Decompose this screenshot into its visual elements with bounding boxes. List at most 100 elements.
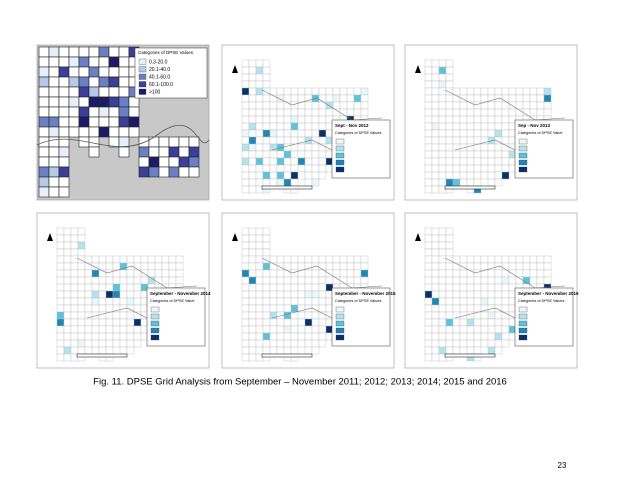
grid-cell (262, 346, 271, 355)
grid-cell (241, 136, 250, 145)
grid-cell (98, 318, 107, 327)
grid-cell (438, 241, 447, 250)
grid-cell (262, 283, 271, 292)
grid-cell (276, 332, 285, 341)
grid-cell (438, 262, 447, 271)
grid-cell (276, 269, 285, 278)
grid-cell (466, 87, 475, 96)
grid-cell (431, 241, 440, 250)
grid-cell (508, 255, 517, 264)
north-arrow (415, 233, 421, 241)
grid-cell (431, 269, 440, 278)
grid-cell (318, 297, 327, 306)
grid-cell (63, 276, 72, 285)
grid-cell (248, 241, 257, 250)
grid-cell (255, 325, 264, 334)
grid-cell (304, 108, 313, 117)
grid-cell (318, 129, 327, 138)
grid-cell (255, 122, 264, 131)
grid-cell (452, 150, 461, 159)
scale-bar (76, 353, 128, 358)
grid-cell (480, 297, 489, 306)
grid-cell (431, 304, 440, 313)
grid-cell (438, 101, 447, 110)
grid-cell (105, 290, 114, 299)
grid-cell (133, 332, 142, 341)
grid-cell (297, 262, 306, 271)
grid-cell (480, 339, 489, 348)
grid-cell (459, 164, 468, 173)
grid-cell (262, 269, 271, 278)
grid-cell (304, 122, 313, 131)
grid-cell (318, 157, 327, 166)
grid-cell (466, 136, 475, 145)
grid-cell (241, 234, 250, 243)
grid-cell (438, 276, 447, 285)
grid-cell (70, 283, 79, 292)
grid-cell (56, 241, 65, 250)
grid-cell (304, 276, 313, 285)
grid-cell (431, 178, 440, 187)
grid-cell (105, 339, 114, 348)
grid-cell (98, 304, 107, 313)
grid-cell (459, 255, 468, 264)
grid-cell (38, 166, 50, 178)
grid-cell (283, 339, 292, 348)
grid-cell (77, 339, 86, 348)
grid-cell (241, 108, 250, 117)
grid-cell (108, 126, 120, 138)
grid-cell (248, 66, 257, 75)
grid-cell (119, 332, 128, 341)
grid-cell (480, 87, 489, 96)
grid-cell (255, 248, 264, 257)
grid-cell (283, 164, 292, 173)
grid-cell (311, 311, 320, 320)
grid-cell (424, 94, 433, 103)
grid-cell (84, 290, 93, 299)
grid-cell (494, 143, 503, 152)
grid-cell (438, 283, 447, 292)
grid-cell (255, 101, 264, 110)
grid-cell (168, 255, 177, 264)
grid-cell (311, 122, 320, 131)
grid-cell (494, 122, 503, 131)
grid-cell (112, 311, 121, 320)
grid-cell (241, 353, 250, 362)
grid-cell (255, 304, 264, 313)
grid-cell (188, 146, 200, 158)
legend-box (134, 47, 208, 99)
grid-cell (501, 108, 510, 117)
grid-cell (501, 164, 510, 173)
grid-cell (487, 276, 496, 285)
map-title: September - November 2016 (518, 291, 579, 296)
grid-cell (445, 290, 454, 299)
grid-cell (70, 325, 79, 334)
grid-cell (38, 76, 50, 88)
grid-cell (494, 290, 503, 299)
grid-cell (38, 186, 50, 198)
grid-cell (262, 339, 271, 348)
grid-cell (318, 283, 327, 292)
grid-cell (133, 304, 142, 313)
grid-cell (133, 325, 142, 334)
grid-cell (154, 255, 163, 264)
grid-cell (262, 297, 271, 306)
grid-cell (297, 276, 306, 285)
grid-cell (255, 297, 264, 306)
legend-swatch (335, 166, 345, 173)
grid-cell (424, 115, 433, 124)
grid-cell (346, 262, 355, 271)
grid-cell (290, 164, 299, 173)
grid-cell (515, 94, 524, 103)
grid-cell (248, 269, 257, 278)
grid-cell (255, 129, 264, 138)
grid-cell (325, 255, 334, 264)
grid-cell (147, 269, 156, 278)
grid-cell (297, 157, 306, 166)
grid-cell (255, 157, 264, 166)
grid-cell (84, 339, 93, 348)
grid-cell (311, 332, 320, 341)
grid-cell (543, 108, 552, 117)
grid-cell (332, 94, 341, 103)
grid-cell (70, 248, 79, 257)
